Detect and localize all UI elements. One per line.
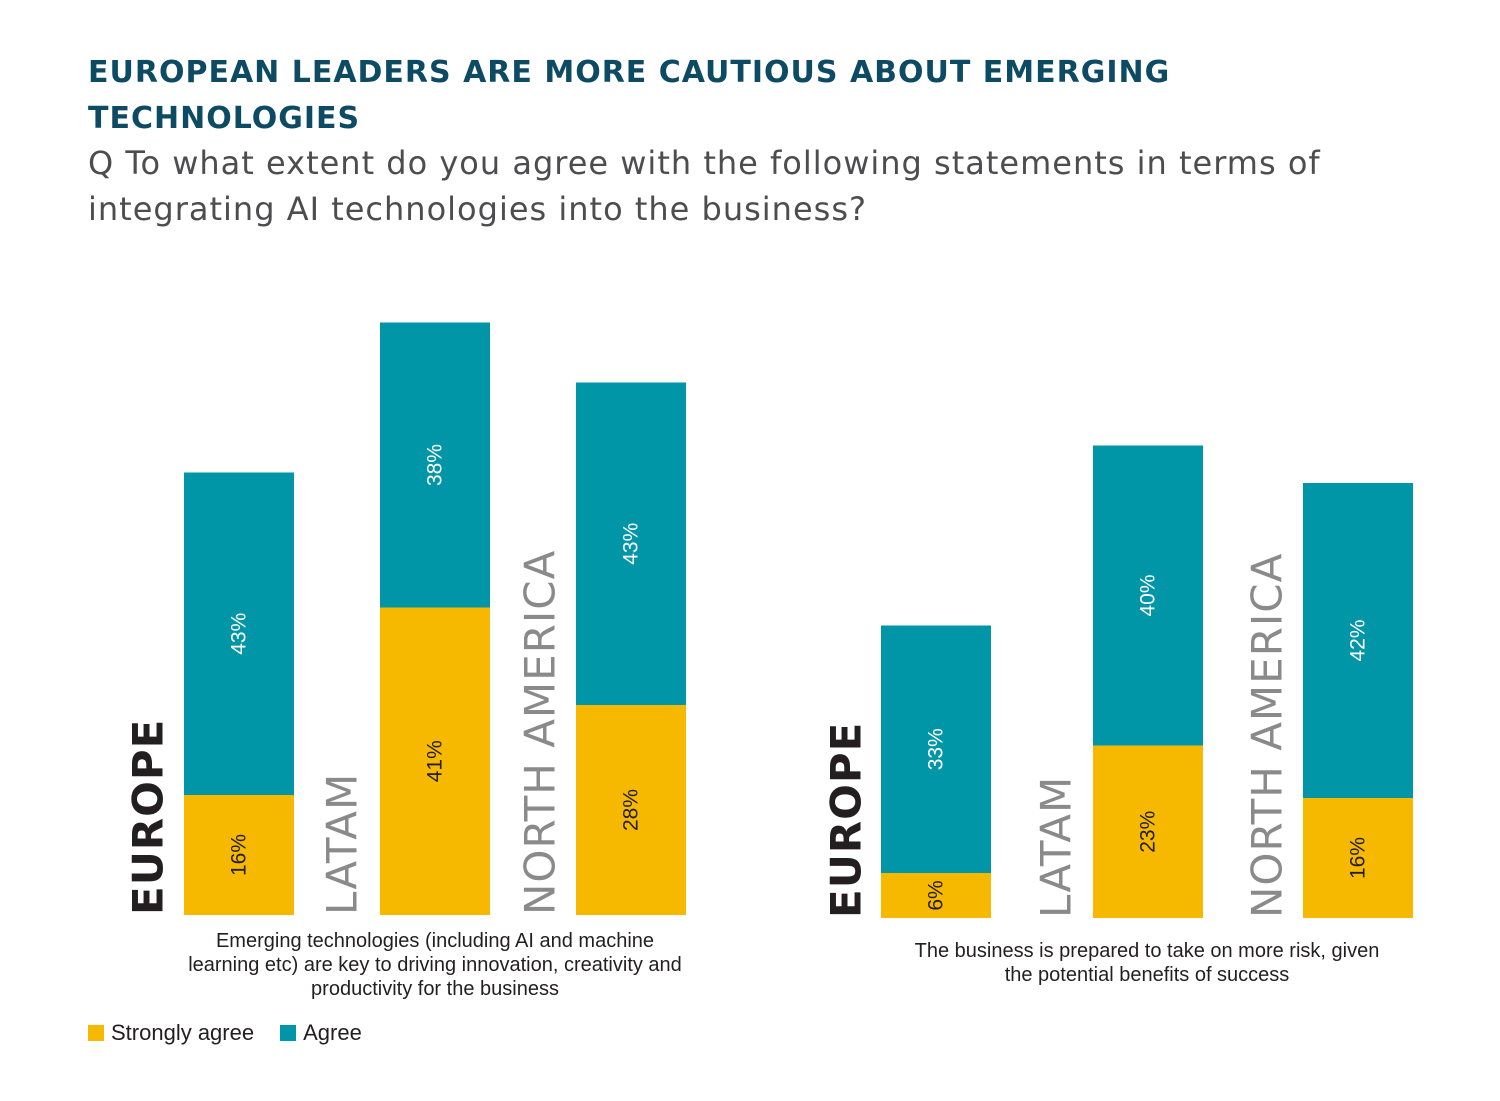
chart-2-value-latam-agree: 40%	[1137, 574, 1160, 616]
chart-2-bar-europe-strongly-agree	[881, 873, 991, 918]
page-title: EUROPEAN LEADERS ARE MORE CAUTIOUS ABOUT…	[88, 55, 1171, 136]
chart-1-bar-latam-agree	[380, 322, 490, 608]
chart-2-value-europe-agree: 33%	[925, 728, 948, 770]
chart-1-bar-europe-strongly-agree	[184, 795, 294, 915]
chart-1-category-latam: LATAM	[318, 773, 367, 915]
chart-1-category-europe: EUROPE	[124, 719, 173, 915]
chart-1-value-north-america-strongly-agree: 28%	[620, 789, 643, 831]
chart-1-category-north-america: NORTH AMERICA	[516, 550, 565, 915]
survey-question: Q To what extent do you agree with the f…	[88, 144, 1321, 228]
chart-2-category-north-america: NORTH AMERICA	[1243, 553, 1292, 918]
legend-swatch-strongly-agree	[88, 1025, 104, 1041]
chart-1-bar-north-america-strongly-agree	[576, 705, 686, 915]
legend-item-agree: Agree	[280, 1020, 362, 1046]
chart-1-bar-europe-agree	[184, 472, 294, 795]
chart-2-caption: The business is prepared to take on more…	[914, 940, 1380, 986]
chart-1-value-europe-strongly-agree: 16%	[228, 834, 251, 876]
chart-1-value-latam-agree: 38%	[424, 444, 447, 486]
chart-2-value-latam-strongly-agree: 23%	[1137, 811, 1160, 853]
legend-swatch-agree	[280, 1025, 297, 1041]
chart-2-category-europe: EUROPE	[822, 722, 871, 918]
chart-1-bar-latam-strongly-agree	[380, 607, 490, 915]
chart-1-caption: Emerging technologies (including AI and …	[188, 930, 682, 1000]
legend-label-agree: Agree	[303, 1020, 362, 1045]
chart-1-value-europe-agree: 43%	[228, 613, 251, 655]
chart-2-bar-north-america-strongly-agree	[1303, 798, 1413, 918]
chart-2-bar-europe-agree	[881, 625, 991, 873]
legend-label-strongly-agree: Strongly agree	[111, 1020, 255, 1045]
chart-2-bar-latam-agree	[1093, 445, 1203, 746]
chart-2-value-europe-strongly-agree: 6%	[925, 880, 948, 910]
chart-1-value-north-america-agree: 43%	[620, 523, 643, 565]
chart-1-value-latam-strongly-agree: 41%	[424, 740, 447, 782]
chart-1-bar-north-america-agree	[576, 382, 686, 705]
chart-2-bar-latam-strongly-agree	[1093, 745, 1203, 918]
legend-item-strongly-agree: Strongly agree	[88, 1020, 254, 1046]
chart-2-bar-north-america-agree	[1303, 483, 1413, 798]
chart-2-value-north-america-agree: 42%	[1347, 619, 1370, 661]
chart-2-value-north-america-strongly-agree: 16%	[1347, 837, 1370, 879]
legend: Strongly agree Agree	[88, 1020, 388, 1046]
chart-2-category-latam: LATAM	[1032, 776, 1081, 918]
